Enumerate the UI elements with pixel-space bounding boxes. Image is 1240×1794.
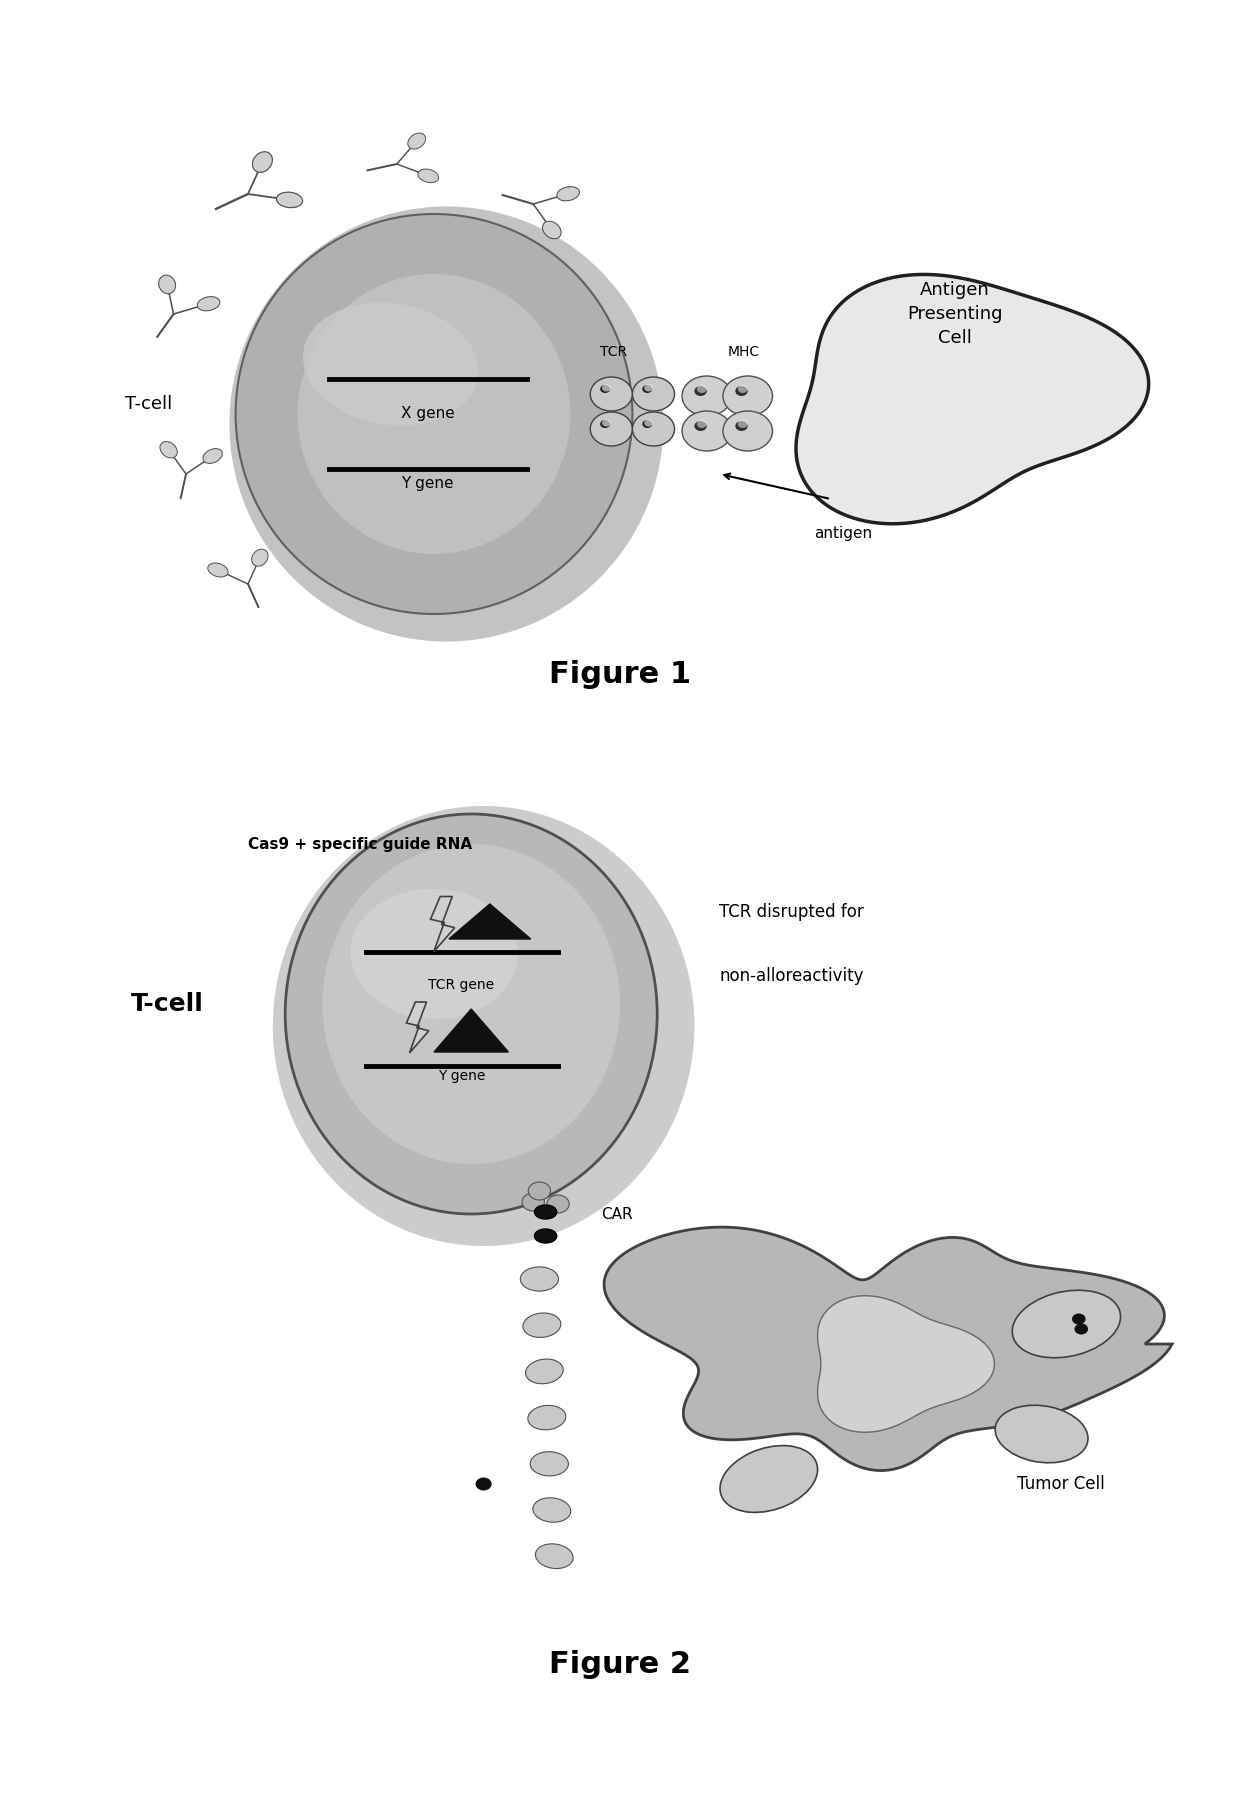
Circle shape	[682, 411, 732, 450]
Circle shape	[590, 377, 632, 411]
Circle shape	[697, 420, 707, 429]
Circle shape	[694, 386, 707, 396]
Circle shape	[522, 1193, 544, 1211]
Ellipse shape	[557, 187, 579, 201]
Ellipse shape	[720, 1446, 817, 1512]
Circle shape	[590, 413, 632, 447]
Polygon shape	[434, 1008, 508, 1051]
Circle shape	[475, 1478, 491, 1491]
Ellipse shape	[160, 441, 177, 457]
Polygon shape	[430, 897, 455, 953]
Text: Y gene: Y gene	[438, 1069, 485, 1084]
Text: Tumor Cell: Tumor Cell	[1017, 1475, 1105, 1493]
Ellipse shape	[521, 1267, 558, 1292]
Ellipse shape	[996, 1405, 1087, 1462]
Ellipse shape	[277, 192, 303, 208]
Circle shape	[682, 377, 732, 416]
Circle shape	[632, 377, 675, 411]
Text: MHC: MHC	[728, 344, 760, 359]
Text: TCR: TCR	[600, 344, 627, 359]
Ellipse shape	[203, 448, 222, 463]
Circle shape	[547, 1195, 569, 1213]
Circle shape	[642, 386, 652, 393]
Circle shape	[632, 413, 675, 447]
Text: TCR disrupted for

non-alloreactivity: TCR disrupted for non-alloreactivity	[719, 902, 864, 985]
Circle shape	[528, 1182, 551, 1200]
Circle shape	[697, 386, 707, 393]
Ellipse shape	[285, 814, 657, 1215]
Circle shape	[694, 422, 707, 431]
Ellipse shape	[526, 1360, 563, 1383]
Polygon shape	[449, 904, 531, 938]
Ellipse shape	[298, 274, 570, 554]
Ellipse shape	[531, 1451, 568, 1476]
Text: Y gene: Y gene	[402, 475, 454, 492]
Ellipse shape	[303, 303, 479, 425]
Ellipse shape	[236, 213, 632, 614]
Circle shape	[723, 411, 773, 450]
Circle shape	[600, 420, 610, 429]
Ellipse shape	[229, 206, 663, 642]
Ellipse shape	[322, 843, 620, 1164]
Ellipse shape	[533, 1498, 570, 1523]
Circle shape	[738, 386, 748, 393]
Ellipse shape	[534, 1229, 557, 1243]
Ellipse shape	[252, 549, 268, 567]
Text: T-cell: T-cell	[125, 395, 172, 413]
Ellipse shape	[159, 274, 176, 294]
Circle shape	[738, 420, 748, 429]
Text: X gene: X gene	[401, 405, 455, 422]
Text: T-cell: T-cell	[131, 992, 203, 1015]
Ellipse shape	[418, 169, 439, 183]
Circle shape	[735, 386, 748, 396]
Text: Figure 2: Figure 2	[549, 1649, 691, 1679]
Ellipse shape	[351, 888, 517, 1019]
Text: CAR: CAR	[601, 1207, 634, 1222]
Text: Cas9 + specific guide RNA: Cas9 + specific guide RNA	[248, 836, 472, 852]
Circle shape	[603, 420, 611, 427]
Circle shape	[723, 377, 773, 416]
Circle shape	[642, 420, 652, 429]
Text: Antigen
Presenting
Cell: Antigen Presenting Cell	[906, 282, 1003, 346]
Polygon shape	[407, 1003, 429, 1053]
Circle shape	[735, 422, 748, 431]
Ellipse shape	[197, 296, 219, 310]
Ellipse shape	[528, 1405, 565, 1430]
Circle shape	[603, 384, 611, 391]
Circle shape	[1071, 1313, 1086, 1324]
Ellipse shape	[208, 563, 228, 578]
Ellipse shape	[273, 806, 694, 1247]
Circle shape	[645, 420, 653, 427]
Text: Figure 1: Figure 1	[549, 660, 691, 689]
Ellipse shape	[523, 1313, 560, 1338]
Text: TCR gene: TCR gene	[428, 978, 495, 992]
Ellipse shape	[253, 152, 273, 172]
Circle shape	[645, 384, 653, 391]
Ellipse shape	[536, 1545, 573, 1568]
Polygon shape	[604, 1227, 1172, 1471]
Ellipse shape	[534, 1206, 557, 1218]
Ellipse shape	[543, 221, 560, 239]
Circle shape	[1074, 1324, 1089, 1335]
Polygon shape	[817, 1295, 994, 1432]
Ellipse shape	[408, 133, 425, 149]
Ellipse shape	[1012, 1290, 1121, 1358]
Polygon shape	[796, 274, 1148, 524]
Circle shape	[600, 386, 610, 393]
Text: antigen: antigen	[815, 526, 872, 542]
